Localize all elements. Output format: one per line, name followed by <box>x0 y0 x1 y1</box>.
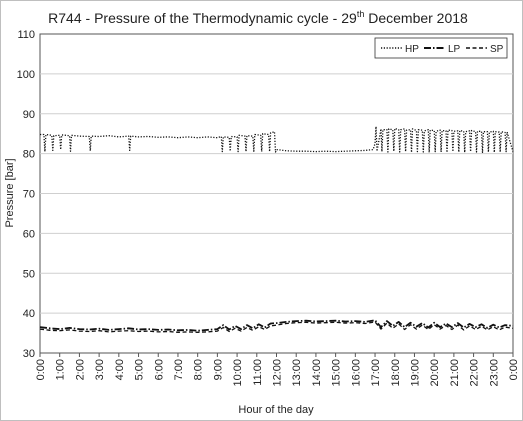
series-sp-line <box>39 321 514 333</box>
y-tick-labels: 30 40 50 60 70 80 90 100 110 <box>17 29 35 360</box>
y-axis-label: Pressure [bar] <box>4 158 16 227</box>
x-tick-label: 1:00 <box>55 359 67 380</box>
legend: HP LP SP <box>374 37 508 59</box>
x-tick-labels: 0:00 1:00 2:00 3:00 4:00 5:00 6:00 7:00 8:00 9:00… <box>35 353 520 387</box>
y-tick-label: 30 <box>23 348 35 360</box>
x-tick-label: 16:00 <box>350 359 362 387</box>
x-tick-label: 22:00 <box>469 359 481 387</box>
x-tick-label: 11:00 <box>252 359 264 386</box>
chart-title-main: R744 - Pressure of the Thermodynamic cyc… <box>48 10 357 26</box>
series-lp-line <box>39 319 514 332</box>
legend-lp-label: LP <box>448 44 461 55</box>
chart-title: R744 - Pressure of the Thermodynamic cyc… <box>48 9 468 26</box>
x-tick-label: 17:00 <box>370 359 382 387</box>
x-tick-label: 21:00 <box>449 359 461 387</box>
x-tick-label: 4:00 <box>114 359 126 380</box>
x-tick-label: 3:00 <box>94 359 106 380</box>
x-tick-label: 0:00 <box>508 359 520 380</box>
legend-sp-label: SP <box>490 44 504 55</box>
y-tick-label: 100 <box>17 69 35 81</box>
y-tick-label: 110 <box>17 29 35 41</box>
x-tick-label: 19:00 <box>409 359 421 387</box>
x-tick-label: 0:00 <box>35 359 47 380</box>
chart-title-tail: December 2018 <box>364 10 468 26</box>
x-tick-label: 2:00 <box>74 359 86 380</box>
y-tick-label: 50 <box>23 268 35 280</box>
x-tick-label: 23:00 <box>488 359 500 387</box>
x-axis-label: Hour of the day <box>238 404 314 416</box>
x-tick-label: 5:00 <box>134 359 146 380</box>
y-tick-label: 60 <box>23 228 35 240</box>
legend-hp-label: HP <box>405 44 419 55</box>
y-tick-label: 70 <box>23 189 35 201</box>
x-tick-label: 9:00 <box>212 359 224 380</box>
series-hp-line <box>40 125 514 154</box>
x-tick-label: 15:00 <box>331 359 343 387</box>
y-tick-label: 90 <box>23 109 35 121</box>
x-tick-label: 13:00 <box>291 359 303 387</box>
x-tick-label: 12:00 <box>272 359 284 387</box>
y-tick-label: 80 <box>23 149 35 161</box>
x-tick-label: 14:00 <box>311 359 323 387</box>
y-tick-label: 40 <box>23 308 35 320</box>
x-tick-label: 10:00 <box>232 359 244 387</box>
chart-title-superscript: th <box>357 9 365 19</box>
x-tick-label: 7:00 <box>173 359 185 380</box>
x-tick-label: 8:00 <box>193 359 205 380</box>
x-tick-label: 6:00 <box>153 359 165 380</box>
x-tick-label: 20:00 <box>429 359 441 387</box>
series-lines <box>39 125 514 333</box>
x-tick-label: 18:00 <box>390 359 402 387</box>
gridlines <box>40 73 513 314</box>
